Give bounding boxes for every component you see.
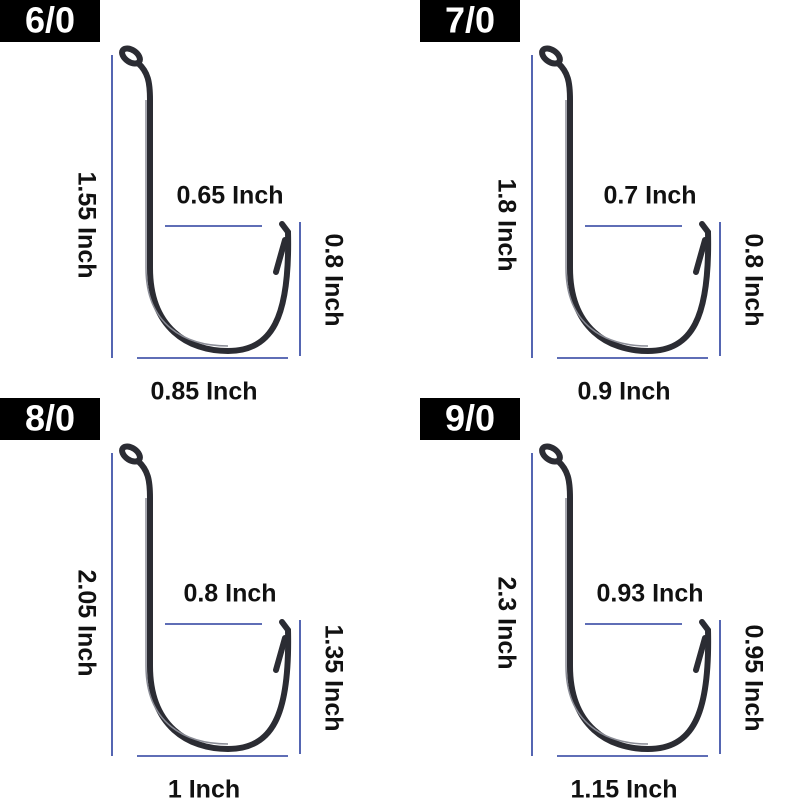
bend-label: 1.35 Inch [319,625,347,732]
hook-panel: 7/0 1.8 Inch 0.7 Inch 0.8 Inch 0.9 Inch [420,0,767,406]
size-label: 7/0 [445,0,495,41]
bend-label: 0.95 Inch [739,625,767,732]
bend-label: 0.8 Inch [319,233,347,326]
length-label: 1.8 Inch [492,178,520,271]
bend-label: 0.8 Inch [739,233,767,326]
width-label: 0.9 Inch [577,378,670,406]
size-badge [420,398,520,440]
width-label: 0.85 Inch [151,378,258,406]
hook-shine [145,100,229,347]
size-badge [420,0,520,42]
hook-shine [565,498,649,745]
hook-body [135,458,292,753]
gap-label: 0.65 Inch [177,182,284,210]
hook-barb [273,635,288,673]
gap-label: 0.8 Inch [183,580,276,608]
length-label: 2.3 Inch [492,576,520,669]
hook-shine [145,498,229,745]
size-badge [0,398,100,440]
size-label: 6/0 [25,0,75,41]
hook-shine [565,100,649,347]
length-label: 1.55 Inch [72,172,100,279]
size-label: 9/0 [445,398,495,439]
hook-barb [693,635,708,673]
hook-body [135,60,292,355]
gap-label: 0.7 Inch [603,182,696,210]
hook-panel: 9/0 2.3 Inch 0.93 Inch 0.95 Inch 1.15 Inch [420,398,767,800]
size-badge [0,0,100,42]
hook-barb [693,237,708,275]
width-label: 1.15 Inch [571,776,678,800]
gap-label: 0.93 Inch [597,580,704,608]
hook-body [555,458,712,753]
hook-panel: 8/0 2.05 Inch 0.8 Inch 1.35 Inch 1 Inch [0,398,347,800]
size-label: 8/0 [25,398,75,439]
length-label: 2.05 Inch [72,570,100,677]
width-label: 1 Inch [168,776,240,800]
hook-body [555,60,712,355]
hook-barb [273,237,288,275]
hook-panel: 6/0 1.55 Inch 0.65 Inch 0.8 Inch 0.85 Inch [0,0,347,406]
